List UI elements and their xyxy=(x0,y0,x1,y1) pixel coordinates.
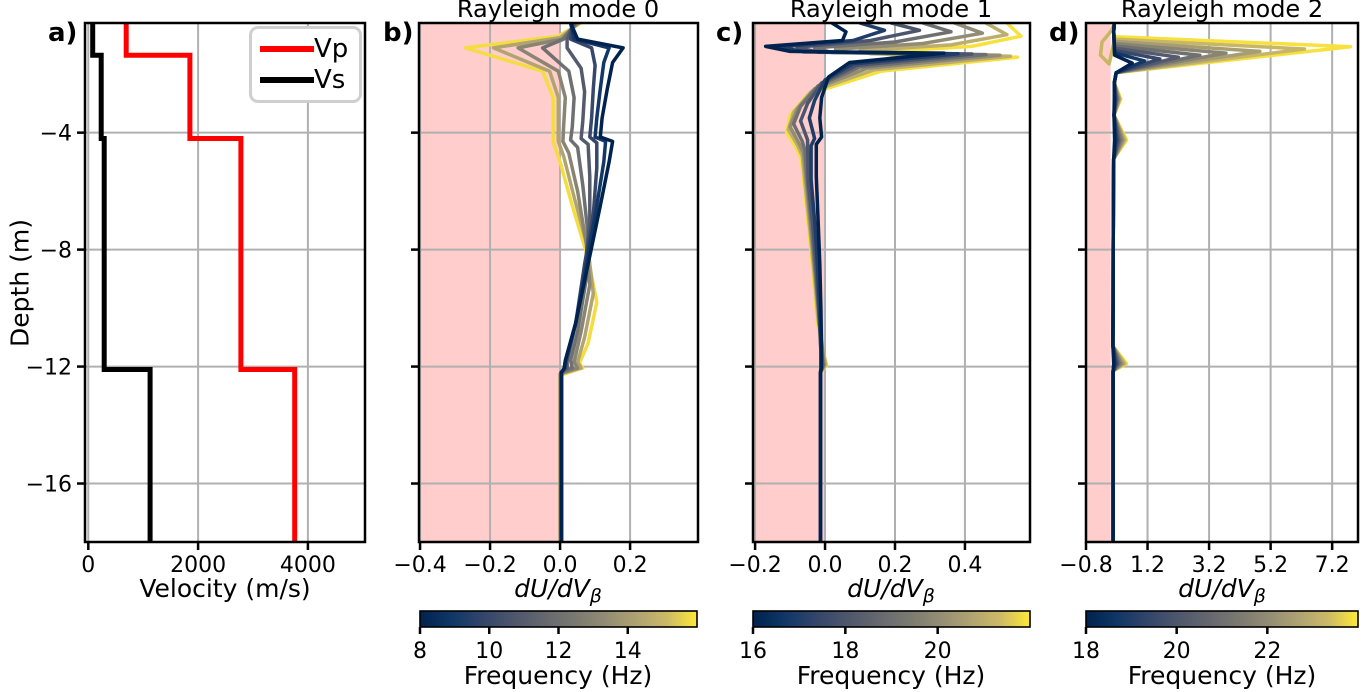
kernel-axis-main: dU/dV xyxy=(847,574,923,603)
colorbar-tick-label: 18 xyxy=(1072,639,1100,664)
panel-label-b: b) xyxy=(383,18,414,48)
x-tick-label: 0 xyxy=(81,553,95,578)
vp-label: Vp xyxy=(314,34,349,64)
kernel-axis-main: dU/dV xyxy=(514,574,590,603)
kernel-curve-23.25hz xyxy=(1098,22,1307,543)
x-tick-label: 0.2 xyxy=(877,553,912,578)
x-tick-label: 0.0 xyxy=(808,553,843,578)
kernel-curve-16hz xyxy=(763,22,946,543)
x-tick-label: −0.2 xyxy=(728,553,781,578)
panel-d-title: Rayleigh mode 2 xyxy=(1120,0,1324,23)
vp-line-swatch xyxy=(260,46,314,52)
y-tick-label: −8 xyxy=(40,239,72,264)
colorbar-tick-label: 10 xyxy=(475,639,503,664)
vs-line-swatch xyxy=(260,77,314,83)
x-tick-label: −0.2 xyxy=(463,553,516,578)
axes-frame xyxy=(1084,21,1360,544)
panel-c: −0.2 0.0 0.2 0.4 16 18 20 xyxy=(728,21,1032,664)
kernel-axis-label-b: dU/dVβ xyxy=(514,574,602,607)
colorbar-tick-label: 16 xyxy=(739,639,767,664)
kernel-curve-22.5hz xyxy=(1111,22,1262,543)
velocity-series-Vs xyxy=(90,23,153,542)
frequency-colorbar xyxy=(419,610,698,628)
y-tick-label: −4 xyxy=(40,122,72,147)
x-tick-label: 3.2 xyxy=(1192,553,1227,578)
velocity-series-Vp xyxy=(123,23,298,542)
depth-axis-label: Depth (m) xyxy=(5,219,35,347)
kernel-curve-13hz xyxy=(516,22,592,543)
kernel-axis-subscript: β xyxy=(1253,585,1266,607)
panel-a: 0 2000 4000 −4 −8 −12 −16 xyxy=(26,21,367,578)
frequency-colorbar xyxy=(752,610,1031,628)
panel-label-c: c) xyxy=(716,18,744,48)
axes-frame xyxy=(751,21,1032,544)
kernel-curve-20.25hz xyxy=(1111,22,1181,543)
x-tick-label: 7.2 xyxy=(1315,553,1350,578)
x-tick-label: −0.4 xyxy=(393,553,446,578)
colorbar-tick-label: 20 xyxy=(924,639,952,664)
kernel-curve-23.9hz xyxy=(1098,22,1353,543)
axes-frame xyxy=(83,21,367,544)
x-tick-label: 4000 xyxy=(280,553,336,578)
negative-region-shade xyxy=(1086,23,1111,542)
x-tick-label: 0.4 xyxy=(947,553,982,578)
x-tick-label: 0.0 xyxy=(543,553,578,578)
x-tick-label: 1.2 xyxy=(1130,553,1165,578)
frequency-colorbar xyxy=(1085,610,1359,628)
y-tick-label: −16 xyxy=(26,473,72,498)
kernel-curve-21hz xyxy=(1111,22,1202,543)
panel-label-a: a) xyxy=(48,18,78,48)
freq-axis-label-b: Frequency (Hz) xyxy=(463,661,653,690)
legend-entry-vp: Vp xyxy=(260,36,359,62)
x-tick-label: 5.2 xyxy=(1253,553,1288,578)
kernel-axis-label-d: dU/dVβ xyxy=(1178,574,1266,607)
freq-axis-label-c: Frequency (Hz) xyxy=(796,661,986,690)
kernel-curve-18hz xyxy=(1111,22,1134,543)
kernel-axis-label-c: dU/dVβ xyxy=(847,574,935,607)
x-tick-label: −0.8 xyxy=(1059,553,1112,578)
y-tick-label: −12 xyxy=(26,356,72,381)
panel-c-title: Rayleigh mode 1 xyxy=(789,0,993,23)
panel-b: −0.4 −0.2 0.0 0.2 8 10 12 14 xyxy=(393,21,700,664)
colorbar-tick-label: 14 xyxy=(614,639,642,664)
legend: Vp Vs xyxy=(249,26,362,103)
colorbar-tick-label: 18 xyxy=(831,639,859,664)
vs-label: Vs xyxy=(314,65,346,95)
x-tick-label: 2000 xyxy=(170,553,226,578)
panel-b-title: Rayleigh mode 0 xyxy=(456,0,660,23)
colorbar-tick-label: 22 xyxy=(1253,639,1281,664)
colorbar-tick-label: 8 xyxy=(413,639,427,664)
kernel-curve-8hz xyxy=(559,22,625,543)
x-tick-label: 0.2 xyxy=(613,553,648,578)
colorbar-tick-label: 12 xyxy=(545,639,573,664)
kernel-axis-main: dU/dV xyxy=(1178,574,1254,603)
kernel-axis-subscript: β xyxy=(589,585,602,607)
legend-entry-vs: Vs xyxy=(260,67,359,93)
freq-axis-label-d: Frequency (Hz) xyxy=(1127,661,1317,690)
colorbar-tick-label: 20 xyxy=(1163,639,1191,664)
panel-d: −0.8 1.2 3.2 5.2 7.2 18 20 22 xyxy=(1059,21,1360,664)
kernel-curve-14.3hz xyxy=(491,22,596,543)
kernel-curve-12hz xyxy=(540,22,590,543)
kernel-axis-subscript: β xyxy=(922,585,935,607)
panel-label-d: d) xyxy=(1049,18,1080,48)
axes-frame xyxy=(417,21,700,544)
velocity-axis-label: Velocity (m/s) xyxy=(139,574,311,603)
